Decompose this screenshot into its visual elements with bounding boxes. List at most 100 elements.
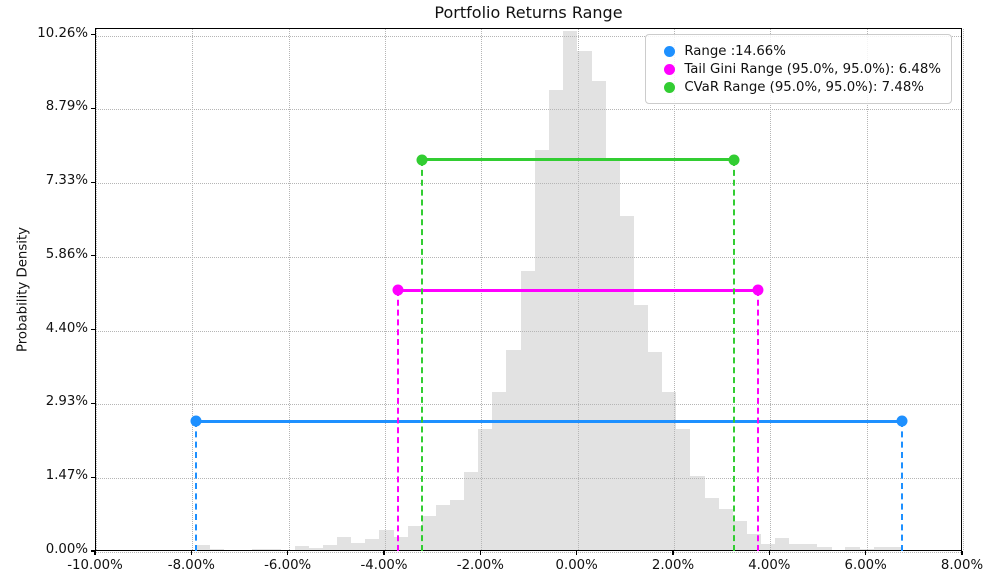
y-tick bbox=[91, 402, 95, 405]
gridline-horizontal bbox=[96, 35, 961, 37]
y-tick-label: 8.79% bbox=[45, 99, 88, 115]
gridline-vertical bbox=[866, 29, 868, 550]
range-endpoint-marker bbox=[896, 415, 908, 427]
range-line bbox=[195, 419, 902, 423]
histogram-bar bbox=[294, 545, 310, 550]
tail-gini-endpoint-marker bbox=[752, 284, 764, 296]
histogram-layer bbox=[96, 29, 961, 550]
tail-gini-line bbox=[397, 288, 758, 292]
chart-title: Portfolio Returns Range bbox=[434, 3, 623, 22]
gridline-horizontal bbox=[96, 109, 961, 111]
histogram-bar bbox=[633, 304, 649, 550]
legend-label: Tail Gini Range (95.0%, 95.0%): 6.48% bbox=[684, 61, 941, 77]
histogram-bar bbox=[449, 500, 465, 550]
x-tick bbox=[383, 551, 385, 555]
histogram-bar bbox=[619, 216, 634, 550]
histogram-bar bbox=[704, 497, 719, 550]
tail-gini-dashed-drop bbox=[756, 290, 759, 551]
x-tick-label: 6.00% bbox=[844, 558, 887, 573]
range-lines-layer bbox=[96, 29, 961, 551]
cvar-marker-icon bbox=[663, 81, 675, 93]
legend-label: Range :14.66% bbox=[684, 43, 786, 59]
y-tick bbox=[91, 329, 95, 331]
y-tick bbox=[91, 476, 95, 478]
tail-gini-marker-icon bbox=[663, 63, 675, 75]
y-tick bbox=[91, 107, 95, 109]
y-tick-label: 1.47% bbox=[45, 468, 88, 484]
cvar-line bbox=[421, 158, 734, 162]
y-tick-label: 0.00% bbox=[45, 542, 88, 557]
histogram-bar bbox=[351, 543, 366, 550]
range-dashed-drop bbox=[194, 421, 197, 551]
gridline-horizontal bbox=[96, 404, 961, 406]
y-tick bbox=[91, 33, 95, 36]
x-tick bbox=[768, 551, 770, 555]
histogram-bar bbox=[336, 536, 352, 550]
histogram-bar bbox=[605, 158, 620, 550]
histogram-bar bbox=[407, 525, 423, 550]
histogram-bar bbox=[322, 544, 338, 550]
gridline-horizontal bbox=[96, 183, 961, 185]
y-tick-label: 7.33% bbox=[45, 173, 88, 189]
histogram-bar bbox=[266, 548, 281, 550]
histogram-bar bbox=[845, 546, 860, 550]
legend-handle bbox=[654, 81, 684, 93]
legend: Range :14.66% Tail Gini Range (95.0%, 95… bbox=[645, 34, 952, 104]
histogram-bar bbox=[577, 50, 592, 550]
tail-gini-dashed-drop bbox=[396, 290, 399, 551]
histogram-bar bbox=[873, 547, 889, 550]
x-tick bbox=[287, 551, 289, 555]
gridline-vertical bbox=[385, 29, 386, 550]
y-tick-label: 5.86% bbox=[45, 246, 88, 262]
histogram-bar bbox=[520, 270, 536, 550]
histogram-bar bbox=[718, 508, 733, 550]
range-endpoint-marker bbox=[190, 415, 202, 427]
histogram-bar bbox=[492, 391, 507, 550]
cvar-endpoint-marker bbox=[728, 154, 740, 166]
legend-item-cvar: CVaR Range (95.0%, 95.0%): 7.48% bbox=[654, 78, 941, 96]
histogram-bar bbox=[365, 539, 380, 550]
histogram-bar bbox=[647, 351, 663, 550]
histogram-bar bbox=[421, 515, 437, 550]
x-tick bbox=[865, 551, 867, 555]
histogram-bar bbox=[195, 544, 211, 550]
histogram-bar bbox=[774, 537, 790, 550]
histogram-bar bbox=[379, 529, 394, 550]
histogram-bar bbox=[534, 149, 550, 550]
x-tick-label: -2.00% bbox=[456, 558, 504, 573]
histogram-bar bbox=[689, 475, 705, 550]
x-tick-label: 4.00% bbox=[748, 558, 791, 573]
y-tick-label: 4.40% bbox=[45, 320, 88, 336]
legend-item-range: Range :14.66% bbox=[654, 42, 941, 60]
x-tick-label: 2.00% bbox=[651, 558, 695, 573]
gridline-vertical bbox=[963, 29, 964, 550]
gridline-vertical bbox=[288, 29, 290, 550]
histogram-bar bbox=[506, 349, 521, 550]
x-tick-label: -6.00% bbox=[264, 558, 312, 573]
x-tick-label: -4.00% bbox=[360, 558, 408, 573]
legend-handle bbox=[654, 63, 684, 75]
x-tick bbox=[672, 551, 674, 555]
gridline-vertical bbox=[192, 29, 194, 550]
histogram-bar bbox=[675, 428, 691, 550]
histogram-bar bbox=[435, 505, 451, 550]
gridline-horizontal bbox=[96, 552, 961, 553]
histogram-bar bbox=[252, 549, 267, 550]
plot-area: Range :14.66% Tail Gini Range (95.0%, 95… bbox=[95, 28, 964, 553]
y-tick bbox=[91, 255, 95, 257]
x-tick-label: 0.00% bbox=[555, 558, 598, 573]
gridline-horizontal bbox=[96, 478, 961, 480]
y-tick bbox=[91, 181, 95, 183]
x-tick bbox=[190, 551, 192, 555]
cvar-dashed-drop bbox=[420, 159, 423, 551]
tail-gini-endpoint-marker bbox=[392, 284, 404, 296]
histogram-bar bbox=[887, 547, 903, 550]
histogram-bar bbox=[308, 548, 324, 550]
legend-item-tail-gini: Tail Gini Range (95.0%, 95.0%): 6.48% bbox=[654, 60, 941, 78]
x-tick bbox=[94, 551, 96, 555]
cvar-endpoint-marker bbox=[416, 154, 428, 166]
x-tick bbox=[479, 551, 481, 555]
gridline-horizontal bbox=[96, 256, 961, 258]
gridline-horizontal bbox=[96, 330, 961, 332]
